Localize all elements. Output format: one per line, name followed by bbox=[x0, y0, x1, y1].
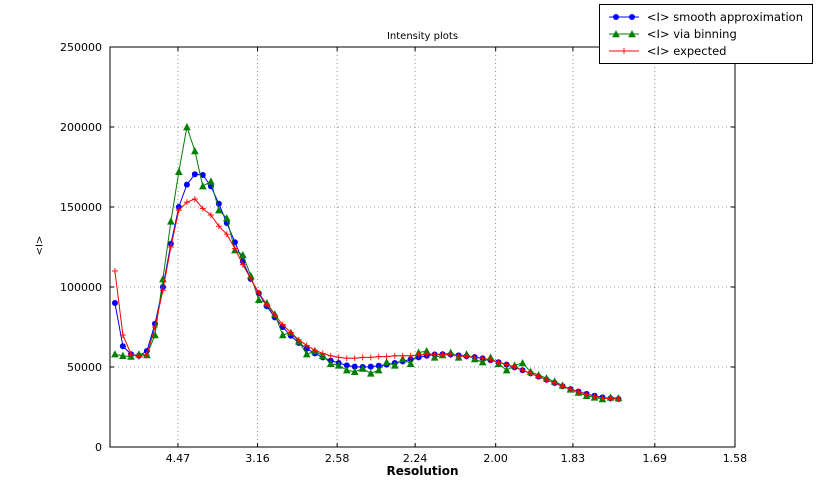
legend-entry-expected: <I> expected bbox=[607, 44, 803, 58]
legend-line-plus-icon bbox=[608, 48, 639, 54]
legend-line-triangle-icon bbox=[608, 30, 639, 38]
series-triangle bbox=[111, 123, 623, 403]
x-tick-label: 2.00 bbox=[483, 452, 508, 465]
x-tick-label: 2.24 bbox=[403, 452, 428, 465]
x-tick-label: 3.16 bbox=[245, 452, 270, 465]
y-tick-label: 200000 bbox=[60, 121, 102, 134]
x-tick-label: 2.58 bbox=[325, 452, 350, 465]
y-tick-label: 100000 bbox=[60, 281, 102, 294]
y-tick-label: 50000 bbox=[67, 361, 102, 374]
x-tick-label: 1.83 bbox=[561, 452, 586, 465]
y-tick-label: 0 bbox=[95, 441, 102, 454]
legend-entry-smooth-approximation: <I> smooth approximation bbox=[607, 10, 803, 24]
legend: <I> smooth approximation <I> via binning… bbox=[598, 4, 813, 64]
axes: 4.47 3.16 2.58 2.24 2.00 1.83 1.69 1.58 0 50000 10… bbox=[60, 41, 747, 465]
x-tick-label: 1.69 bbox=[643, 452, 668, 465]
legend-line-circle-icon bbox=[608, 14, 639, 20]
series-plus bbox=[111, 196, 622, 402]
x-tick-label: 4.47 bbox=[166, 452, 191, 465]
legend-label: <I> smooth approximation bbox=[646, 10, 803, 24]
y-tick-label: 250000 bbox=[60, 41, 102, 54]
grid bbox=[110, 47, 736, 447]
y-tick-label: 150000 bbox=[60, 201, 102, 214]
legend-entry-via-binning: <I> via binning bbox=[607, 27, 803, 41]
x-tick-label: 1.58 bbox=[723, 452, 748, 465]
chart-title: Intensity plots bbox=[386, 31, 459, 42]
y-axis-label: <I> bbox=[34, 235, 46, 256]
legend-label: <I> via binning bbox=[646, 27, 737, 41]
legend-label: <I> expected bbox=[646, 44, 727, 58]
x-axis-label: Resolution bbox=[386, 464, 459, 478]
